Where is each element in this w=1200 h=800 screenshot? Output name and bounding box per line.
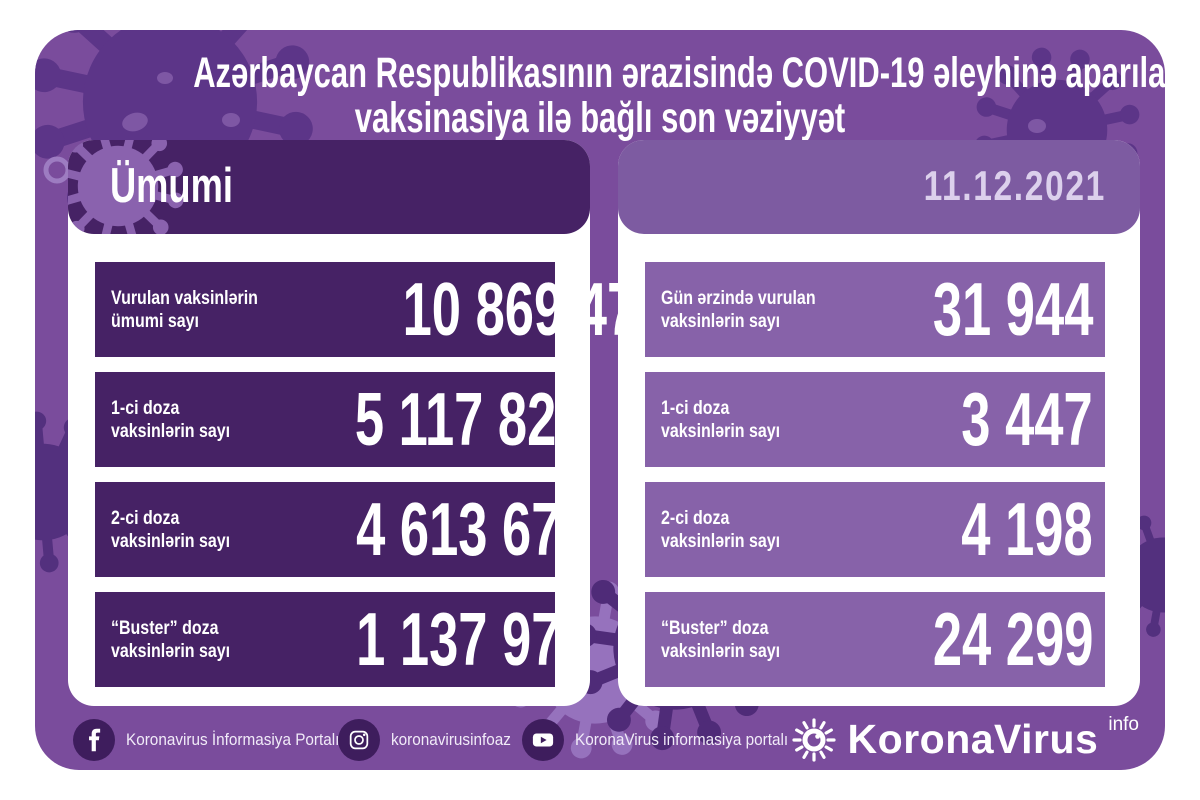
stat-label: 1-ci doza vaksinlərin sayı [111, 397, 230, 443]
stat-label-line2: vaksinlərin sayı [661, 419, 781, 442]
title-line-1: Azərbaycan Respublikasının ərazisində CO… [193, 49, 1165, 97]
stat-value: 24 299 [932, 597, 1093, 681]
stat-label-line1: Gün ərzində vurulan [661, 286, 816, 309]
poster-canvas: Azərbaycan Respublikasının ərazisində CO… [35, 30, 1165, 770]
stat-row-dose2: 2-ci doza vaksinlərin sayı 4 613 676 [95, 482, 590, 577]
stat-label-line2: vaksinlərin sayı [111, 419, 231, 442]
facebook-label: Koronavirus İnformasiya Portalı [126, 730, 340, 749]
date-badge: 11.12.2021 [923, 162, 1106, 210]
stat-label: Vurulan vaksinlərin ümumi sayı [111, 287, 258, 333]
daily-rows: Gün ərzində vurulan vaksinlərin sayı 31 … [645, 262, 1105, 702]
stat-label-line2: vaksinlərin sayı [661, 529, 781, 552]
stat-label-line2: vaksinlərin sayı [661, 639, 781, 662]
stat-value: 4 198 [961, 487, 1093, 571]
totals-header-label: Ümumi [110, 158, 233, 213]
stat-label-line1: Vurulan vaksinlərin [111, 286, 258, 309]
koronavirus-logo: KoronaVirus info [790, 714, 1139, 764]
instagram-label: koronavirusinfoaz [391, 730, 511, 749]
stat-label-line2: ümumi sayı [111, 309, 199, 332]
stat-label-line1: “Buster” doza [111, 616, 219, 639]
stat-label-line1: 1-ci doza [661, 396, 730, 419]
facebook-icon [73, 719, 115, 761]
stat-row-daily-booster: “Buster” doza vaksinlərin sayı 24 299 [645, 592, 1105, 687]
stat-row-booster: “Buster” doza vaksinlərin sayı 1 137 970 [95, 592, 590, 687]
totals-card-header: Ümumi [68, 140, 590, 234]
stat-row-daily-dose2: 2-ci doza vaksinlərin sayı 4 198 [645, 482, 1105, 577]
stat-label: Gün ərzində vurulan vaksinlərin sayı [661, 287, 816, 333]
daily-card-header: 11.12.2021 [618, 140, 1140, 234]
youtube-label: KoronaVirus informasiya portalı [575, 730, 789, 749]
youtube-handle: KoronaVirus informasiya portalı [522, 719, 812, 761]
stat-row-daily-total: Gün ərzində vurulan vaksinlərin sayı 31 … [645, 262, 1105, 357]
stat-value: 31 944 [932, 267, 1093, 351]
stat-value: 5 117 826 [355, 377, 586, 461]
stat-label: 1-ci doza vaksinlərin sayı [661, 397, 780, 443]
title-line-2: vaksinasiya ilə bağlı son vəziyyət [354, 94, 846, 142]
logo-text: KoronaVirus [847, 716, 1099, 762]
totals-rows: Vurulan vaksinlərin ümumi sayı 10 869 47… [95, 262, 666, 702]
daily-card: 11.12.2021 Gün ərzində vurulan vaksinlər… [618, 140, 1140, 706]
stat-label-line1: 1-ci doza [111, 396, 180, 419]
stat-label-line1: 2-ci doza [661, 506, 730, 529]
stat-row-daily-dose1: 1-ci doza vaksinlərin sayı 3 447 [645, 372, 1105, 467]
stat-label-line2: vaksinlərin sayı [111, 529, 231, 552]
stat-value: 3 447 [961, 377, 1093, 461]
poster-title: Azərbaycan Respublikasının ərazisində CO… [35, 51, 1165, 141]
stat-label: “Buster” doza vaksinlərin sayı [661, 617, 780, 663]
instagram-handle: koronavirusinfoaz [338, 719, 524, 761]
stat-label: “Buster” doza vaksinlərin sayı [111, 617, 230, 663]
facebook-handle: Koronavirus İnformasiya Portalı [73, 719, 363, 761]
stat-value: 4 613 676 [356, 487, 590, 571]
logo-superscript: info [1108, 714, 1139, 735]
totals-card: Ümumi Vurulan vaksinlərin ümumi sayı 10 … [68, 140, 666, 706]
instagram-icon [338, 719, 380, 761]
stat-label: 2-ci doza vaksinlərin sayı [661, 507, 780, 553]
stat-label-line1: 2-ci doza [111, 506, 180, 529]
stat-label-line2: vaksinlərin sayı [111, 639, 231, 662]
stat-label-line2: vaksinlərin sayı [661, 309, 781, 332]
virus-sun-icon [791, 718, 836, 762]
stat-value: 1 137 970 [356, 597, 590, 681]
youtube-icon [522, 719, 564, 761]
stat-label-line1: “Buster” doza [661, 616, 769, 639]
stat-row-dose1: 1-ci doza vaksinlərin sayı 5 117 826 [95, 372, 586, 467]
stat-row-total: Vurulan vaksinlərin ümumi sayı 10 869 47… [95, 262, 666, 357]
stat-label: 2-ci doza vaksinlərin sayı [111, 507, 230, 553]
